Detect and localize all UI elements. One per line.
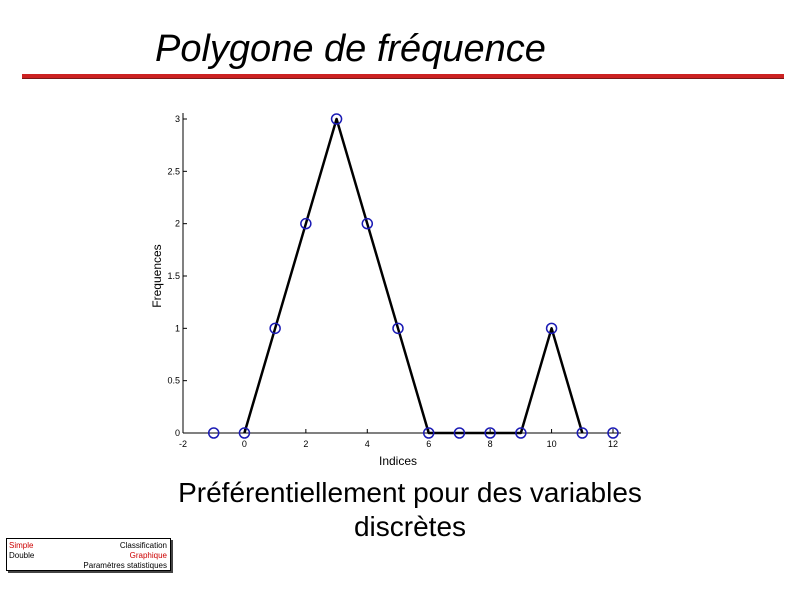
nav-link-simple[interactable]: Simple bbox=[9, 541, 34, 550]
title-divider bbox=[22, 74, 784, 78]
data-point-marker bbox=[484, 427, 496, 439]
y-tick-label: 1.5 bbox=[167, 271, 180, 281]
x-tick-label: 2 bbox=[303, 439, 308, 449]
x-tick-label: 6 bbox=[426, 439, 431, 449]
x-tick-label: 4 bbox=[365, 439, 370, 449]
slide-title: Polygone de fréquence bbox=[155, 28, 546, 70]
data-point-marker bbox=[269, 322, 281, 335]
y-axis-label: Frequences bbox=[150, 244, 164, 307]
data-point-marker bbox=[515, 427, 527, 439]
y-tick-label: 0.5 bbox=[167, 376, 180, 386]
y-tick-label: 3 bbox=[175, 114, 180, 124]
data-point-marker bbox=[238, 427, 251, 439]
data-point-marker bbox=[330, 113, 343, 125]
x-tick-label: 0 bbox=[242, 439, 247, 449]
y-tick-label: 2 bbox=[175, 219, 180, 229]
slide-caption: Préférentiellement pour des variables di… bbox=[178, 477, 642, 542]
x-axis-label: Indices bbox=[379, 454, 417, 468]
nav-link-parametres-statistiques[interactable]: Paramètres statistiques bbox=[83, 561, 167, 570]
nav-link-double[interactable]: Double bbox=[9, 551, 35, 560]
nav-link-graphique[interactable]: Graphique bbox=[129, 551, 167, 560]
y-tick-label: 1 bbox=[175, 323, 180, 333]
nav-link-classification[interactable]: Classification bbox=[119, 541, 167, 550]
nav-left-group: Simple Double bbox=[9, 541, 34, 561]
data-point-marker bbox=[361, 217, 374, 230]
data-point-marker bbox=[607, 427, 619, 439]
y-tick-label: 2.5 bbox=[167, 166, 180, 176]
data-point-marker bbox=[453, 427, 466, 439]
x-tick-label: 12 bbox=[608, 439, 618, 449]
data-point-marker bbox=[207, 427, 220, 439]
data-point-marker bbox=[422, 427, 435, 439]
data-point-marker bbox=[545, 322, 558, 335]
x-tick-label: 8 bbox=[488, 439, 493, 449]
data-point-marker bbox=[300, 217, 312, 230]
navigation-panel: Simple Double Classification Graphique P… bbox=[6, 538, 171, 571]
series-line bbox=[243, 117, 584, 435]
chart-markers bbox=[207, 113, 619, 439]
chart-lines bbox=[243, 117, 584, 435]
x-tick-label: 10 bbox=[547, 439, 557, 449]
data-point-marker bbox=[576, 427, 589, 439]
nav-right-group: Classification Graphique Paramètres stat… bbox=[83, 541, 167, 571]
data-point-marker bbox=[392, 322, 404, 335]
x-tick-label: -2 bbox=[179, 439, 187, 449]
y-tick-label: 0 bbox=[175, 428, 180, 438]
